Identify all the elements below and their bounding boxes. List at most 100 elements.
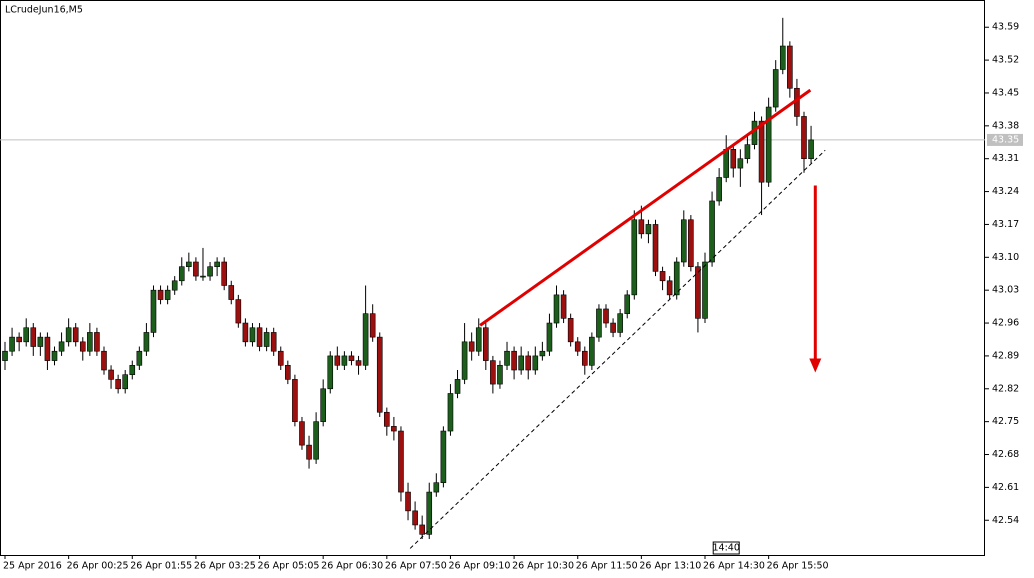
candle-body [589,336,595,366]
candle-body [666,280,673,296]
candle-body [659,271,666,282]
candle-body [285,365,291,380]
candle-body [221,261,227,286]
candle-body [398,430,404,493]
candle-body [178,266,185,282]
candle-body [313,421,319,460]
candle-body [341,355,348,366]
candle-body [193,261,199,277]
candle-body [532,355,539,371]
candle-body [716,177,722,202]
candle-body [581,350,588,366]
candle-body [723,149,730,178]
x-tick-label: 26 Apr 06:30 [321,561,383,572]
last-price-box [987,133,1023,146]
y-tick-label: 43.10 [992,252,1019,263]
candle-body [277,350,284,366]
candle-body [249,327,256,343]
candle-body [638,219,645,235]
y-tick-label: 43.59 [992,22,1019,33]
time-marker-box [712,541,740,555]
candle-body [574,341,581,352]
x-tick-label: 26 Apr 11:50 [576,561,638,572]
candle-body [72,327,79,343]
candle-body [256,327,263,347]
candle-body [504,350,510,366]
candle-body [688,219,694,268]
candle-body [122,374,129,390]
candle-body [355,360,362,366]
candle-body [362,313,369,366]
candle-body [108,369,114,380]
y-tick-label: 43.45 [992,87,1019,98]
candle-body [235,299,242,324]
candle-body [787,45,793,89]
candle-body [101,350,107,371]
candle-body [150,289,157,333]
y-tick-label: 43.52 [992,55,1019,66]
chart-title: LCrudeJun16,M5 [5,5,83,16]
candle-body [299,421,305,446]
candle-body [702,261,708,319]
candle-body [440,430,447,483]
candle-body [772,69,779,108]
candle-body [306,444,312,460]
candle-body [624,294,631,314]
candle-body [560,294,567,319]
last-price-label: 43.35 [992,134,1019,145]
candle-body [292,379,298,422]
candle-body [497,365,503,385]
x-tick-label: 26 Apr 00:25 [67,561,129,572]
candle-body [23,327,30,343]
candle-body [737,158,744,169]
x-tick-label: 26 Apr 10:30 [512,561,574,572]
candle-body [567,318,574,343]
candle-body [680,219,687,263]
candle-body [242,322,249,343]
candle-body [779,45,786,70]
candle-body [603,308,609,324]
candle-body [744,144,751,160]
candle-body [596,308,602,338]
candle-body [631,219,638,296]
candle-body [320,388,326,422]
trendline [479,88,812,327]
x-tick-label: 25 Apr 2016 [3,561,62,572]
candle-body [115,379,121,390]
candle-body [65,327,72,343]
candle-body [384,411,390,427]
y-tick-label: 42.89 [992,350,1019,361]
candle-body [87,332,93,352]
y-tick-label: 43.03 [992,285,1019,296]
candle-body [433,482,440,493]
x-tick-label: 26 Apr 05:05 [258,561,320,572]
candle-body [518,355,524,371]
candle-body [645,224,652,235]
candle-body [758,120,765,183]
candle-body [16,336,22,343]
candle-body [369,313,376,338]
candle-body [468,341,475,352]
candle-body [490,360,496,385]
candle-body [164,289,171,300]
x-tick-label: 26 Apr 14:30 [703,561,765,572]
candle-body [553,294,560,324]
candle-body [483,327,489,361]
candle-body [447,393,454,432]
y-tick-label: 42.61 [992,482,1019,493]
candle-body [454,379,461,394]
x-tick-label: 26 Apr 13:10 [639,561,701,572]
candle-body [214,261,220,268]
candle-body [228,285,235,300]
candle-body [730,149,737,169]
candle-body [327,355,334,390]
candle-body [539,350,546,357]
candle-body [186,261,192,268]
y-tick-label: 42.75 [992,416,1019,427]
candle-body [765,106,772,183]
candle-body [2,350,8,361]
candle-body [475,327,482,352]
x-tick-label: 26 Apr 15:50 [767,561,829,572]
